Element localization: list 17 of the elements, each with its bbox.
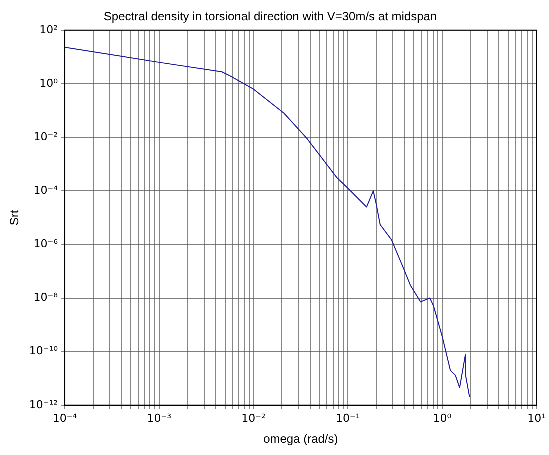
y-tick-label: 10⁻⁴: [34, 184, 59, 197]
x-axis-title: omega (rad/s): [264, 432, 338, 446]
y-tick-label: 10⁻¹⁰: [29, 344, 59, 358]
y-tick-label: 10⁻⁶: [34, 238, 59, 251]
y-tick-label: 10⁻⁸: [34, 291, 59, 304]
x-tick-label: 10⁰: [433, 412, 452, 425]
y-tick-label: 10²: [40, 23, 58, 36]
x-tick-label: 10¹: [528, 412, 546, 425]
chart-title: Spectral density in torsional direction with V=30m/s at midspan: [104, 10, 438, 24]
y-tick-label: 10⁻¹²: [29, 398, 58, 412]
x-tick-label: 10⁻²: [242, 412, 266, 425]
y-axis-title: Srt: [8, 210, 22, 226]
y-tick-label: 10⁰: [40, 76, 59, 90]
y-tick-label: 10⁻²: [34, 130, 58, 144]
x-tick-label: 10⁻¹: [336, 412, 360, 425]
x-tick-label: 10⁻³: [147, 412, 172, 425]
x-tick-label: 10⁻⁴: [52, 412, 78, 425]
